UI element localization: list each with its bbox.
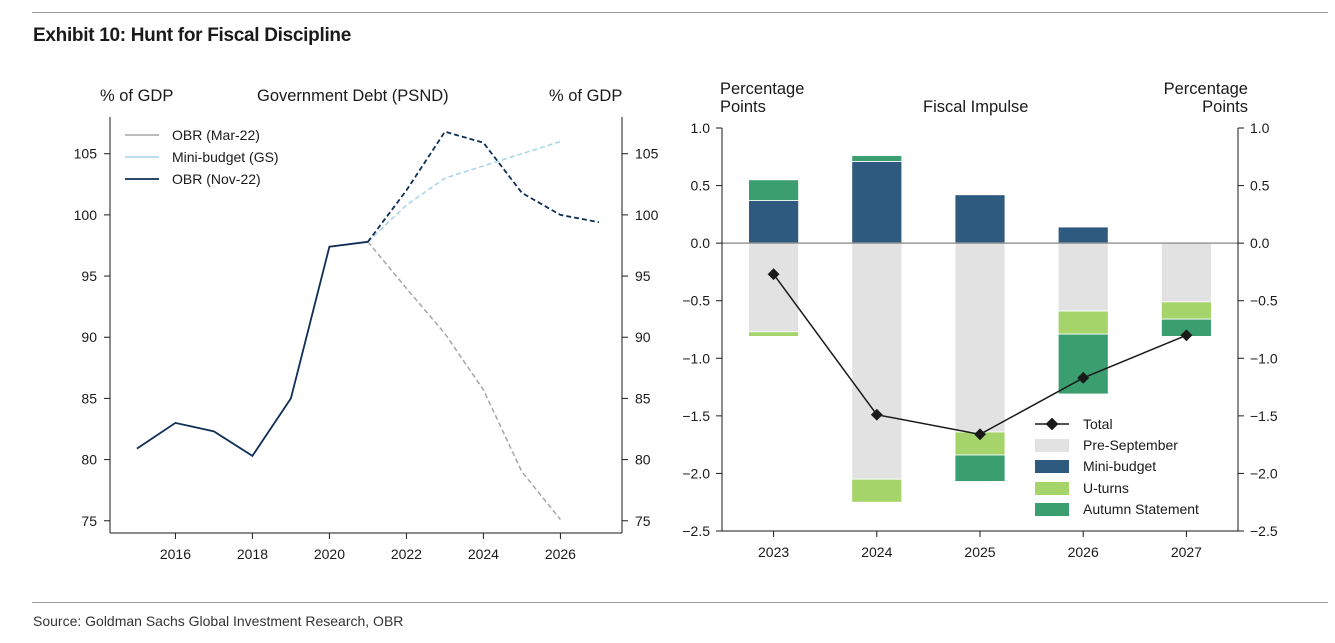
bar-autumn-statement-2024 [851,155,903,162]
legend-label-mini-budget-gs: Mini-budget (GS) [172,149,279,165]
right-ylabel-left-line2: Points [720,98,766,116]
bottom-rule [32,602,1328,603]
bar-pre-september-2025 [954,242,1006,433]
y-tick-label-right: 85 [635,390,651,406]
x-tick-label: 2020 [314,546,345,562]
series-line-obr-nov22-solid [136,240,369,458]
x-tick-label: 2016 [160,546,191,562]
y-tick-label-right: 1.0 [1250,120,1270,136]
y-tick-label-left: 0.0 [691,235,711,251]
legend-swatch-total-marker [1045,417,1059,431]
y-tick-label-right: 90 [635,329,651,345]
y-tick-label-left: 85 [81,390,97,406]
bar-mini-budget-2025 [954,194,1006,244]
y-tick-label-right: −2.5 [1250,523,1278,539]
x-tick-label: 2027 [1171,544,1202,560]
bar-pre-september-2026 [1057,242,1109,312]
legend-swatch-u-turns [1035,482,1069,495]
y-tick-label-right: 0.5 [1250,178,1270,194]
legend-label-pre-september: Pre-September [1083,437,1178,453]
x-tick-label: 2026 [1068,544,1099,560]
legend-label-total: Total [1083,416,1113,432]
x-tick-label: 2025 [964,544,995,560]
x-tick-label: 2024 [468,546,499,562]
exhibit-title: Exhibit 10: Hunt for Fiscal Discipline [33,25,351,46]
x-tick-label: 2022 [391,546,422,562]
bar-pre-september-2027 [1160,242,1212,303]
y-tick-label-left: 105 [74,146,98,162]
legend-label-obr-nov22: OBR (Nov-22) [172,171,261,187]
y-tick-label-left: 75 [81,513,97,529]
y-tick-label-right: 105 [635,146,659,162]
y-tick-label-left: 90 [81,329,97,345]
y-tick-label-right: −0.5 [1250,293,1278,309]
y-tick-label-left: 95 [81,268,97,284]
bar-u-turns-2023 [748,331,799,337]
y-tick-label-right: 75 [635,513,651,529]
government-debt-chart: % of GDP Government Debt (PSND) % of GDP… [74,87,659,562]
y-tick-label-right: 80 [635,452,651,468]
legend-label-obr-mar22: OBR (Mar-22) [172,127,260,143]
right-ylabel-right-line2: Points [1202,98,1248,116]
y-tick-label-left: −2.0 [682,465,710,481]
bar-autumn-statement-2025 [954,454,1006,482]
x-tick-label: 2026 [545,546,576,562]
y-tick-label-left: −1.0 [682,350,710,366]
y-tick-label-left: 1.0 [691,120,711,136]
right-chart-title: Fiscal Impulse [923,98,1028,116]
x-tick-label: 2018 [237,546,268,562]
y-tick-label-right: 95 [635,268,651,284]
bar-mini-budget-2026 [1057,226,1109,244]
legend-label-autumn-statement: Autumn Statement [1083,501,1199,517]
legend-swatch-mini-budget [1035,460,1069,473]
y-tick-label-left: 80 [81,452,97,468]
right-ylabel-right-line1: Percentage [1164,80,1248,98]
y-tick-label-left: −2.5 [682,523,710,539]
y-tick-label-left: 100 [74,207,98,223]
left-ylabel-right: % of GDP [549,87,622,105]
y-tick-label-right: 100 [635,207,659,223]
legend-swatch-pre-september [1035,439,1069,452]
series-line-mini-budget-gs-dashed [367,140,561,243]
bar-mini-budget-2024 [851,160,903,244]
top-rule [32,12,1328,13]
y-tick-label-right: −1.5 [1250,408,1278,424]
bar-pre-september-2023 [748,242,799,333]
bar-mini-budget-2023 [748,200,799,244]
total-marker-2026 [1077,371,1090,384]
y-tick-label-right: −2.0 [1250,465,1278,481]
series-line-obr-nov22-dashed [367,130,600,243]
series-line-obr-mar22-dashed [367,241,561,520]
bar-autumn-statement-2023 [748,179,799,201]
y-tick-label-left: −1.5 [682,408,710,424]
bar-u-turns-2026 [1057,310,1109,335]
bar-autumn-statement-2026 [1057,333,1109,395]
bar-pre-september-2024 [851,242,903,480]
bar-u-turns-2024 [851,478,903,503]
left-chart-title: Government Debt (PSND) [257,87,449,105]
y-tick-label-right: 0.0 [1250,235,1270,251]
x-tick-label: 2024 [861,544,892,560]
y-tick-label-right: −1.0 [1250,350,1278,366]
right-ylabel-left-line1: Percentage [720,80,804,98]
y-tick-label-left: −0.5 [682,293,710,309]
bar-u-turns-2027 [1160,301,1212,320]
legend-label-mini-budget: Mini-budget [1083,458,1156,474]
legend-label-u-turns: U-turns [1083,480,1129,496]
left-ylabel-left: % of GDP [100,87,173,105]
fiscal-impulse-chart: Percentage Points Fiscal Impulse Percent… [682,80,1278,560]
source-note: Source: Goldman Sachs Global Investment … [33,613,404,629]
y-tick-label-left: 0.5 [691,178,711,194]
x-tick-label: 2023 [758,544,789,560]
legend-swatch-autumn-statement [1035,503,1069,516]
